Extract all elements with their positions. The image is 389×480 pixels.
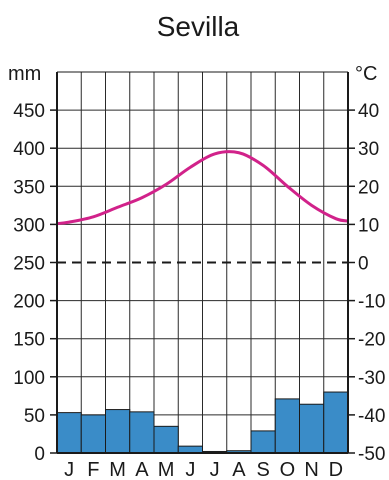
left-tick-label: 100 <box>13 368 45 389</box>
right-axis-unit: °C <box>355 63 377 85</box>
left-axis-unit: mm <box>8 63 41 85</box>
chart-title: Sevilla <box>157 11 240 42</box>
right-tick-label: 20 <box>358 177 379 198</box>
month-label: F <box>87 459 99 480</box>
right-tick-label: 0 <box>358 254 369 275</box>
month-label: D <box>329 459 343 480</box>
month-label: A <box>135 459 149 480</box>
left-tick-label: 350 <box>13 177 45 198</box>
left-tick-label: 150 <box>13 330 45 351</box>
right-tick-label: 10 <box>358 215 379 236</box>
precipitation-bar <box>106 410 130 453</box>
right-tick-label: -40 <box>358 406 385 427</box>
left-tick-label: 50 <box>24 406 45 427</box>
left-tick-label: 0 <box>34 444 45 465</box>
precipitation-bar <box>130 412 154 453</box>
right-tick-label: -20 <box>358 330 385 351</box>
month-label: N <box>304 459 318 480</box>
precipitation-bar <box>178 446 202 453</box>
right-tick-label: 30 <box>358 139 379 160</box>
right-axis-ticks: -50 -40 -30 -20 -10 0 10 20 30 40 <box>348 101 385 465</box>
precipitation-bar <box>251 431 275 453</box>
left-tick-label: 250 <box>13 254 45 275</box>
month-label: J <box>64 459 74 480</box>
right-tick-label: -30 <box>358 368 385 389</box>
precipitation-bar <box>57 413 81 453</box>
left-axis-ticks: 0 50 100 150 200 250 300 350 400 450 <box>13 101 57 465</box>
precipitation-bar <box>154 426 178 453</box>
left-tick-label: 450 <box>13 101 45 122</box>
month-label: J <box>185 459 195 480</box>
precipitation-bar <box>275 399 299 453</box>
precipitation-bar <box>324 392 348 453</box>
right-tick-label: -50 <box>358 444 385 465</box>
right-tick-label: 40 <box>358 101 379 122</box>
month-label: S <box>256 459 269 480</box>
month-label: J <box>210 459 220 480</box>
month-label: M <box>158 459 175 480</box>
left-tick-label: 200 <box>13 292 45 313</box>
month-label: M <box>109 459 126 480</box>
precipitation-bar <box>81 415 105 453</box>
left-tick-label: 400 <box>13 139 45 160</box>
month-label: A <box>232 459 246 480</box>
month-label: O <box>280 459 296 480</box>
precipitation-bar <box>300 404 324 453</box>
left-tick-label: 300 <box>13 215 45 236</box>
right-tick-label: -10 <box>358 292 385 313</box>
